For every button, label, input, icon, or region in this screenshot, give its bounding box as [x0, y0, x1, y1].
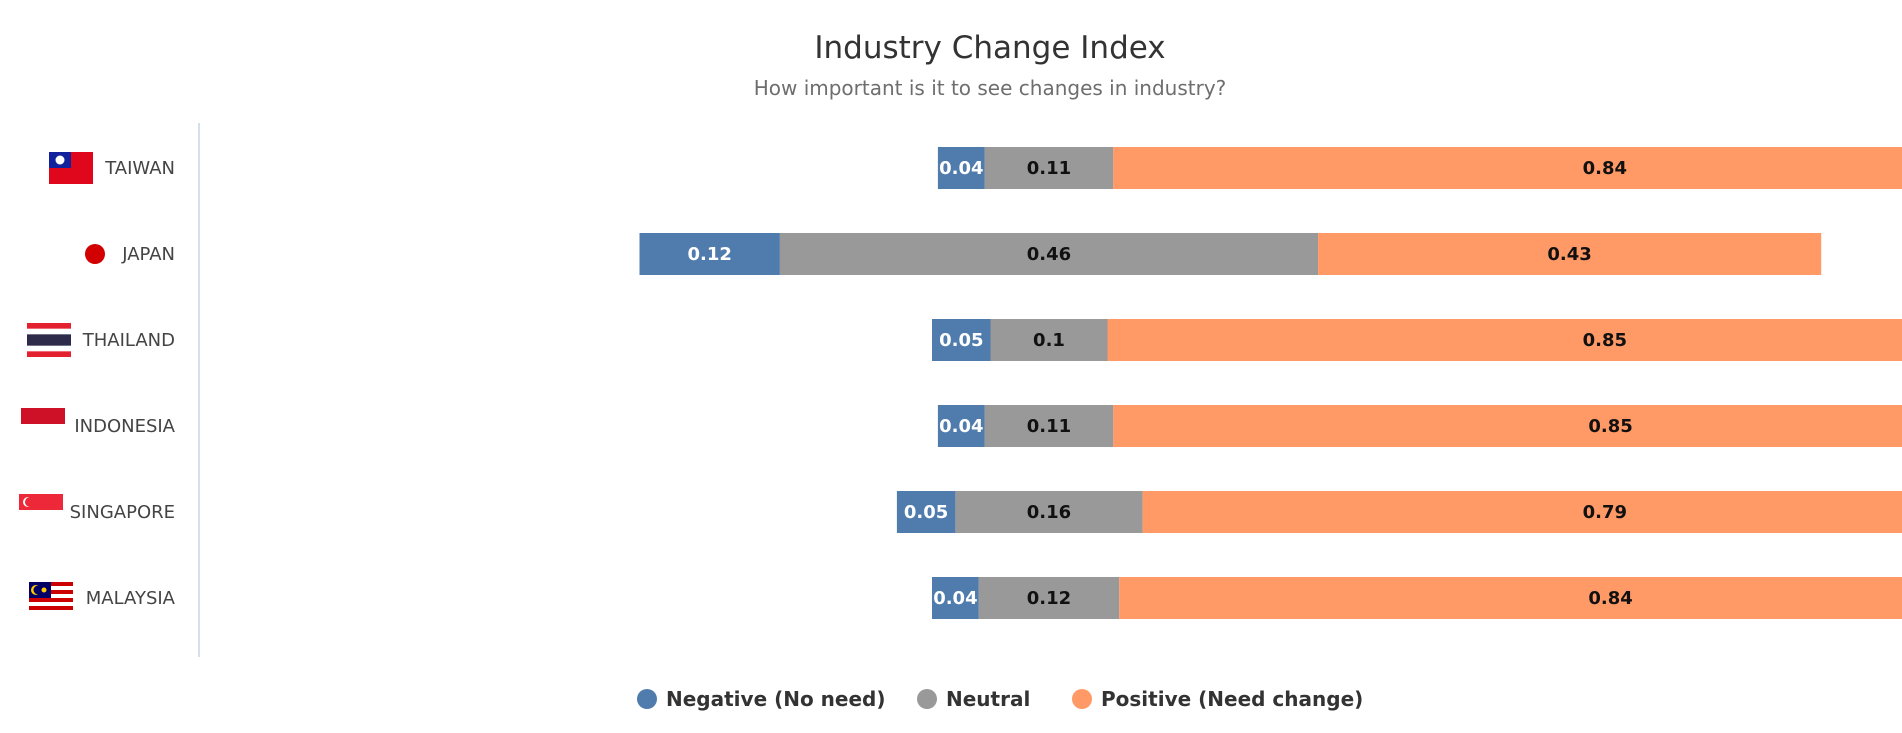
- chart-subtitle: How important is it to see changes in in…: [754, 76, 1227, 100]
- data-label-taiwan-neutral: 0.11: [1027, 158, 1071, 179]
- data-label-japan-positive-need-change: 0.43: [1547, 244, 1591, 265]
- data-labels: 0.04 0.11 0.84 0.12 0.46 0.43 0.05 0.1 0.85 0.04 0…: [687, 158, 1632, 609]
- bar-japan-negative-no-need[interactable]: [639, 233, 780, 275]
- data-label-singapore-positive-need-change: 0.79: [1583, 502, 1627, 523]
- singapore-flag-icon: [19, 494, 63, 526]
- bar-taiwan-positive-need-change[interactable]: [1113, 147, 1902, 189]
- chart-title: Industry Change Index: [814, 30, 1165, 66]
- legend-marker-neutral: [917, 689, 937, 709]
- bar-singapore-positive-need-change[interactable]: [1142, 491, 1902, 533]
- data-label-singapore-negative-no-need: 0.05: [904, 502, 948, 523]
- malaysia-flag-icon: [29, 582, 73, 614]
- japan-flag-icon: [85, 244, 105, 264]
- category-label-thailand: THAILAND: [82, 330, 175, 351]
- data-label-malaysia-positive-need-change: 0.84: [1588, 588, 1632, 609]
- bar-thailand-positive-need-change[interactable]: [1107, 319, 1902, 361]
- bars: [639, 147, 1902, 619]
- bar-japan-positive-need-change[interactable]: [1318, 233, 1822, 275]
- data-label-indonesia-neutral: 0.11: [1027, 416, 1071, 437]
- data-label-thailand-neutral: 0.1: [1033, 330, 1065, 351]
- legend-item-positive-need-change[interactable]: Positive (Need change): [1072, 687, 1363, 711]
- legend-marker-positive-need-change: [1072, 689, 1092, 709]
- legend-label-neutral: Neutral: [946, 687, 1030, 711]
- data-label-thailand-positive-need-change: 0.85: [1583, 330, 1627, 351]
- category-label-japan: JAPAN: [121, 244, 175, 265]
- category-label-singapore: SINGAPORE: [70, 502, 175, 523]
- category-label-malaysia: MALAYSIA: [86, 588, 176, 609]
- bar-malaysia-neutral[interactable]: [978, 577, 1120, 619]
- indonesia-flag-icon: [21, 408, 65, 440]
- legend-label-negative-no-need: Negative (No need): [666, 687, 886, 711]
- data-label-taiwan-negative-no-need: 0.04: [939, 158, 983, 179]
- legend-item-negative-no-need[interactable]: Negative (No need): [637, 687, 886, 711]
- legend: Negative (No need) Neutral Positive (Need …: [637, 687, 1363, 711]
- taiwan-flag-icon: [49, 152, 93, 184]
- bar-taiwan-neutral[interactable]: [984, 147, 1114, 189]
- bar-malaysia-positive-need-change[interactable]: [1119, 577, 1902, 619]
- category-label-indonesia: INDONESIA: [74, 416, 175, 437]
- bar-singapore-neutral[interactable]: [955, 491, 1143, 533]
- legend-label-positive-need-change: Positive (Need change): [1101, 687, 1363, 711]
- data-label-indonesia-positive-need-change: 0.85: [1588, 416, 1632, 437]
- data-label-japan-negative-no-need: 0.12: [687, 244, 731, 265]
- data-label-singapore-neutral: 0.16: [1027, 502, 1071, 523]
- bar-singapore-negative-no-need[interactable]: [896, 491, 956, 533]
- data-label-taiwan-positive-need-change: 0.84: [1583, 158, 1627, 179]
- bar-indonesia-neutral[interactable]: [984, 405, 1114, 447]
- legend-marker-negative-no-need: [637, 689, 657, 709]
- data-label-indonesia-negative-no-need: 0.04: [939, 416, 983, 437]
- flag-icons: [19, 152, 105, 614]
- bar-taiwan-negative-no-need[interactable]: [937, 147, 985, 189]
- bar-indonesia-negative-no-need[interactable]: [937, 405, 985, 447]
- category-labels: TAIWAN JAPAN THAILAND INDONESIA SINGAPORE MAL…: [70, 158, 176, 609]
- bar-malaysia-negative-no-need[interactable]: [932, 577, 979, 619]
- bar-thailand-neutral[interactable]: [990, 319, 1108, 361]
- category-label-taiwan: TAIWAN: [104, 158, 175, 179]
- data-label-malaysia-neutral: 0.12: [1027, 588, 1071, 609]
- bar-indonesia-positive-need-change[interactable]: [1113, 405, 1902, 447]
- thailand-flag-icon: [27, 323, 71, 357]
- data-label-thailand-negative-no-need: 0.05: [939, 330, 983, 351]
- data-label-malaysia-negative-no-need: 0.04: [933, 588, 977, 609]
- legend-item-neutral[interactable]: Neutral: [917, 687, 1030, 711]
- bar-thailand-negative-no-need[interactable]: [932, 319, 991, 361]
- bar-japan-neutral[interactable]: [779, 233, 1319, 275]
- data-label-japan-neutral: 0.46: [1027, 244, 1071, 265]
